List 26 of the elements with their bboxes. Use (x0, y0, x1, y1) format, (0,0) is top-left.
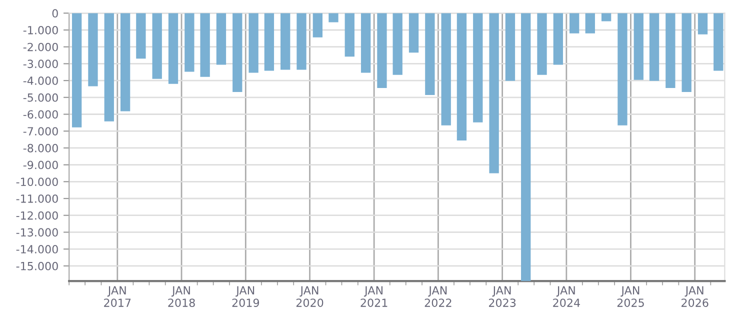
y-tick-label: -15.000 (16, 262, 58, 270)
y-tick-label: -6.000 (23, 110, 58, 119)
y-tick-label: -10.000 (16, 178, 58, 186)
x-tick-label: JAN 2023 (488, 286, 516, 307)
x-tick-label: JAN 2024 (553, 286, 580, 307)
y-tick-label: -7.000 (23, 127, 58, 136)
x-tick-label: JAN 2020 (296, 286, 324, 307)
x-tick-label: JAN 2026 (682, 286, 708, 307)
x-tick-label: JAN 2019 (232, 286, 260, 307)
y-tick-label: -13.000 (16, 228, 58, 237)
x-tick-label: JAN 2025 (617, 286, 644, 307)
x-tick-label: JAN 2017 (104, 286, 131, 307)
x-tick-label: JAN 2018 (168, 286, 195, 307)
y-tick-label: -5.000 (23, 93, 58, 102)
y-tick-label: -4.000 (23, 76, 58, 85)
y-tick-label: -3.000 (23, 60, 58, 68)
x-tick-label: JAN 2021 (360, 286, 388, 307)
y-tick-label: -14.000 (16, 245, 58, 254)
y-tick-label: -11.000 (16, 194, 58, 203)
y-tick-label: 0 (52, 9, 58, 18)
y-tick-label: -1.000 (23, 26, 58, 34)
y-tick-label: -8.000 (23, 144, 58, 152)
y-tick-label: -12.000 (16, 211, 58, 220)
y-tick-label: -9.000 (23, 160, 58, 170)
x-tick-label: JAN 2022 (424, 286, 452, 307)
y-tick-label: -2.000 (23, 42, 58, 52)
